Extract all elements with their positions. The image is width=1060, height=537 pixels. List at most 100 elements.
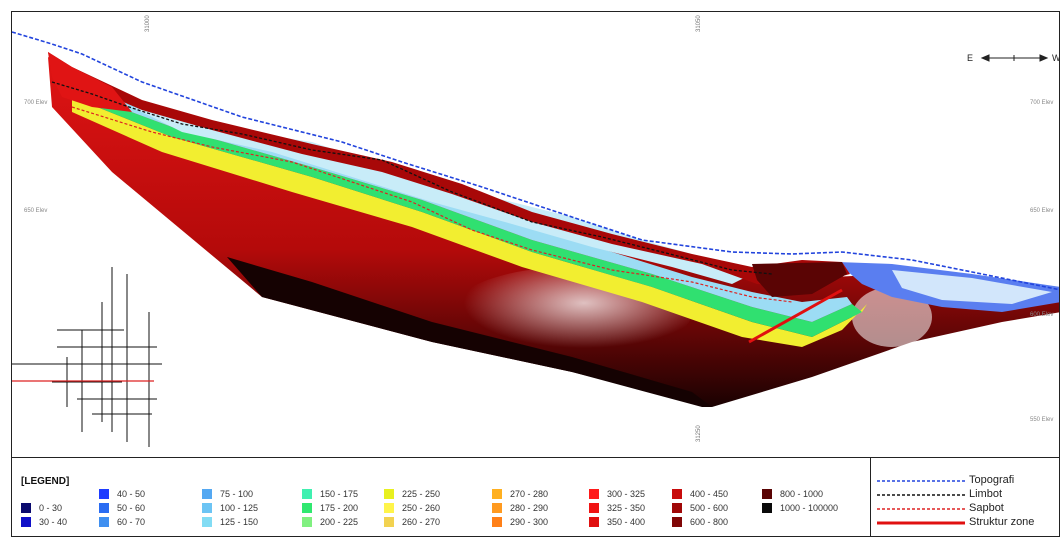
legend-swatch bbox=[202, 489, 212, 499]
legend-swatch bbox=[99, 517, 109, 527]
legend-label: 270 - 280 bbox=[510, 489, 549, 499]
legend-swatch bbox=[302, 503, 312, 513]
legend-item: 260 - 270 bbox=[384, 516, 440, 528]
line-legend-label: Topografi bbox=[969, 474, 1015, 486]
legend-swatch bbox=[302, 517, 312, 527]
direction-left-label: E bbox=[967, 53, 974, 63]
elevation-label-right: 550 Elev bbox=[1030, 417, 1054, 423]
legend-swatch bbox=[492, 489, 502, 499]
sapbot-line bbox=[71, 106, 793, 303]
legend-item: 60 - 70 bbox=[99, 516, 145, 528]
direction-right-label: W bbox=[1052, 53, 1060, 63]
line-legend: Topografi Limbot Sapbot Struktur zone bbox=[870, 457, 1059, 536]
legend-swatch bbox=[672, 503, 682, 513]
legend-label: 175 - 200 bbox=[320, 503, 359, 513]
legend-swatch bbox=[589, 489, 599, 499]
legend-label: 60 - 70 bbox=[117, 517, 146, 527]
legend-item: 200 - 225 bbox=[302, 516, 358, 528]
legend-item: 350 - 400 bbox=[589, 516, 645, 528]
line-legend-swatch bbox=[877, 521, 965, 525]
legend-swatch bbox=[202, 517, 212, 527]
legend-item: 500 - 600 bbox=[672, 502, 728, 514]
top-tick-label: 31050 bbox=[696, 15, 702, 32]
line-legend-item: Struktur zone bbox=[871, 516, 1059, 529]
legend-label: 50 - 60 bbox=[117, 503, 146, 513]
legend-swatch bbox=[589, 503, 599, 513]
right-dark-pocket bbox=[752, 262, 847, 297]
legend-item: 150 - 175 bbox=[302, 488, 358, 500]
legend-label: 100 - 125 bbox=[220, 503, 259, 513]
line-legend-item: Sapbot bbox=[871, 502, 1059, 515]
legend-item: 40 - 50 bbox=[99, 488, 145, 500]
topografi-line bbox=[12, 31, 1059, 291]
legend-panel: [LEGEND] 0 - 30 30 - 40 40 - 50 50 - 60 60 -… bbox=[12, 457, 872, 536]
legend-swatch bbox=[21, 503, 31, 513]
legend-item: 30 - 40 bbox=[21, 516, 67, 528]
line-legend-swatch bbox=[877, 508, 965, 510]
legend-label: 250 - 260 bbox=[402, 503, 441, 513]
legend-swatch bbox=[384, 503, 394, 513]
legend-swatch bbox=[762, 489, 772, 499]
legend-label: 1000 - 100000 bbox=[780, 503, 839, 513]
legend-item: 100 - 125 bbox=[202, 502, 258, 514]
legend-item: 325 - 350 bbox=[589, 502, 645, 514]
legend-label: 325 - 350 bbox=[607, 503, 646, 513]
grid-glyph bbox=[12, 267, 162, 447]
legend-swatch bbox=[672, 489, 682, 499]
legend-swatch bbox=[672, 517, 682, 527]
bottom-tick-label: 31250 bbox=[696, 425, 702, 442]
legend-label: 290 - 300 bbox=[510, 517, 549, 527]
legend-item: 175 - 200 bbox=[302, 502, 358, 514]
legend-item: 250 - 260 bbox=[384, 502, 440, 514]
legend-item: 800 - 1000 bbox=[762, 488, 823, 500]
resistive-lens-right bbox=[852, 287, 932, 347]
legend-label: 800 - 1000 bbox=[780, 489, 824, 499]
legend-label: 500 - 600 bbox=[690, 503, 729, 513]
legend-label: 260 - 270 bbox=[402, 517, 441, 527]
section-frame: E W 31000 31050 31250 700 Elev 650 Elev … bbox=[11, 11, 1060, 537]
cyan-band bbox=[70, 82, 852, 322]
legend-swatch bbox=[589, 517, 599, 527]
legend-item: 270 - 280 bbox=[492, 488, 548, 500]
legend-swatch bbox=[492, 517, 502, 527]
limbot-line bbox=[51, 81, 773, 275]
legend-item: 290 - 300 bbox=[492, 516, 548, 528]
legend-label: 40 - 50 bbox=[117, 489, 146, 499]
direction-arrow-icon bbox=[980, 54, 1049, 62]
struktur-zone-line bbox=[748, 288, 843, 344]
legend-label: 200 - 225 bbox=[320, 517, 359, 527]
legend-swatch bbox=[202, 503, 212, 513]
elevation-label-right: 650 Elev bbox=[1030, 208, 1054, 214]
line-legend-label: Limbot bbox=[969, 488, 1003, 500]
elevation-label-left: 650 Elev bbox=[24, 208, 48, 214]
legend-item: 400 - 450 bbox=[672, 488, 728, 500]
legend-item: 280 - 290 bbox=[492, 502, 548, 514]
legend-item: 75 - 100 bbox=[202, 488, 253, 500]
line-legend-label: Sapbot bbox=[969, 502, 1004, 514]
legend-item: 1000 - 100000 bbox=[762, 502, 838, 514]
legend-item: 0 - 30 bbox=[21, 502, 62, 514]
legend-label: 600 - 800 bbox=[690, 517, 729, 527]
legend-label: 150 - 175 bbox=[320, 489, 359, 499]
left-red-pocket bbox=[48, 52, 132, 112]
legend-label: 0 - 30 bbox=[39, 503, 63, 513]
legend-item: 225 - 250 bbox=[384, 488, 440, 500]
legend-swatch bbox=[99, 489, 109, 499]
legend-label: 125 - 150 bbox=[220, 517, 259, 527]
legend-swatch bbox=[384, 489, 394, 499]
elevation-label-right: 600 Elev bbox=[1030, 312, 1054, 318]
resistivity-section bbox=[12, 31, 1059, 447]
legend-label: 280 - 290 bbox=[510, 503, 549, 513]
right-blue-inner bbox=[892, 270, 1052, 304]
legend-swatch bbox=[21, 517, 31, 527]
legend-item: 300 - 325 bbox=[589, 488, 645, 500]
legend-label: 75 - 100 bbox=[220, 489, 254, 499]
legend-label: 30 - 40 bbox=[39, 517, 68, 527]
line-legend-item: Topografi bbox=[871, 474, 1059, 487]
legend-swatch bbox=[302, 489, 312, 499]
legend-title: [LEGEND] bbox=[21, 476, 70, 487]
legend-swatch bbox=[384, 517, 394, 527]
legend-item: 600 - 800 bbox=[672, 516, 728, 528]
legend-label: 350 - 400 bbox=[607, 517, 646, 527]
legend-swatch bbox=[492, 503, 502, 513]
